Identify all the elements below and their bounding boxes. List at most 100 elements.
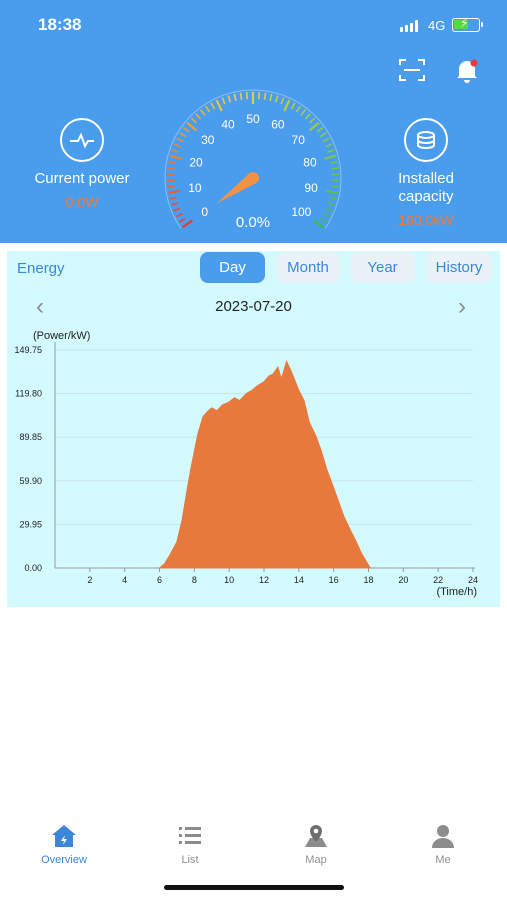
gauge-tick xyxy=(329,196,337,200)
gauge-tick xyxy=(205,105,211,113)
gauge-tick xyxy=(221,97,226,105)
gauge-tick xyxy=(178,217,186,223)
gauge-tick xyxy=(322,137,330,143)
gauge-tick-label: 40 xyxy=(221,118,235,132)
tab-history[interactable]: History xyxy=(426,252,492,283)
current-power-block: Current power 0.0W xyxy=(12,118,152,210)
x-tick-label: 12 xyxy=(259,575,269,585)
user-icon xyxy=(429,823,457,849)
gauge-tick xyxy=(210,102,216,110)
nav-list[interactable]: List xyxy=(140,823,240,866)
gauge-tick xyxy=(331,167,339,170)
nav-label: Me xyxy=(435,854,451,866)
date-label: 2023-07-20 xyxy=(215,298,292,315)
gauge-tick xyxy=(169,196,177,200)
gauge-tick xyxy=(316,127,324,133)
x-tick-label: 6 xyxy=(157,575,162,585)
gauge-tick-label: 100 xyxy=(291,205,311,219)
gauge-tick xyxy=(304,113,311,120)
gauge-tick xyxy=(181,219,194,229)
x-tick-label: 20 xyxy=(398,575,408,585)
tab-day[interactable]: Day xyxy=(200,252,265,283)
scan-icon[interactable] xyxy=(399,58,425,82)
gauge-tick-label: 70 xyxy=(292,133,306,147)
installed-capacity-label: Installed capacity xyxy=(398,170,454,205)
signal-icon xyxy=(400,20,422,32)
nav-me[interactable]: Me xyxy=(393,823,493,866)
gauge-tick xyxy=(200,109,206,116)
notification-dot xyxy=(470,59,478,67)
gauge-tick xyxy=(190,117,197,124)
nav-overview[interactable]: Overview xyxy=(14,823,114,866)
tab-month[interactable]: Month xyxy=(276,252,340,283)
gauge-tick xyxy=(323,212,331,218)
power-gauge: 0 10 20 30 40 50 60 70 80 90 100 xyxy=(164,89,342,229)
gauge-tick-label: 20 xyxy=(189,156,203,170)
current-power-label: Current power xyxy=(34,170,130,187)
gauge-tick xyxy=(327,202,335,206)
gauge-tick xyxy=(325,189,338,195)
x-tick-label: 4 xyxy=(122,575,127,585)
gauge-tick xyxy=(327,149,335,153)
gauge-tick xyxy=(173,143,181,148)
battery-icon: ⚡ xyxy=(452,16,483,32)
gauge-tick xyxy=(176,137,184,143)
gauge-tick xyxy=(173,207,181,212)
x-tick-label: 2 xyxy=(87,575,92,585)
y-tick-label: 119.80 xyxy=(15,389,42,399)
y-axis-label: (Power/kW) xyxy=(33,330,90,342)
home-icon xyxy=(50,823,78,849)
nav-label: Map xyxy=(305,854,327,866)
chevron-left-icon[interactable]: ‹ xyxy=(36,293,44,320)
gauge-tick xyxy=(195,113,202,120)
gauge-tick xyxy=(300,109,306,116)
x-tick-label: 24 xyxy=(468,575,478,585)
x-tick-label: 16 xyxy=(329,575,339,585)
gauge-tick xyxy=(312,219,325,229)
nav-map[interactable]: Map xyxy=(266,823,366,866)
gauge-tick xyxy=(269,93,273,102)
gauge-tick xyxy=(280,97,285,105)
home-indicator xyxy=(164,885,344,890)
gauge-arc xyxy=(164,89,342,229)
current-power-value: 0.0W xyxy=(65,194,99,210)
gauge-tick xyxy=(182,127,190,133)
map-pin-icon xyxy=(302,823,330,849)
x-axis-label: (Time/h) xyxy=(436,586,477,598)
status-bar: 18:38 4G ⚡ xyxy=(0,0,507,50)
bell-icon[interactable] xyxy=(455,58,479,84)
gauge-tick xyxy=(171,202,179,206)
pulse-icon xyxy=(60,118,104,162)
gauge-tick xyxy=(325,143,333,148)
gauge-tick-label: 10 xyxy=(188,181,202,195)
gauge-tick xyxy=(319,132,327,138)
energy-title: Energy xyxy=(17,260,65,277)
gauge-tick xyxy=(274,95,279,103)
gauge-tick-label: 30 xyxy=(201,133,215,147)
gauge-tick xyxy=(179,132,187,138)
gauge-tick xyxy=(171,149,179,153)
gauge-tick xyxy=(169,154,182,160)
database-icon xyxy=(404,118,448,162)
gauge-tick xyxy=(186,121,198,132)
tab-year[interactable]: Year xyxy=(350,252,415,283)
nav-label: Overview xyxy=(41,854,87,866)
gauge-tick xyxy=(283,99,291,112)
gauge-tick-label: 80 xyxy=(303,156,317,170)
x-tick-label: 18 xyxy=(363,575,373,585)
x-tick-label: 8 xyxy=(192,575,197,585)
power-area xyxy=(158,359,371,569)
x-tick-label: 14 xyxy=(294,575,304,585)
gauge-tick xyxy=(175,212,183,218)
energy-panel: Energy Day Month Year History ‹ 2023-07-… xyxy=(7,251,500,607)
gauge-tick xyxy=(167,185,175,188)
gauge-tick xyxy=(167,167,175,170)
chevron-right-icon[interactable]: › xyxy=(458,293,466,320)
y-tick-label: 0.00 xyxy=(24,563,42,573)
gauge-tick xyxy=(320,217,328,223)
y-tick-label: 149.75 xyxy=(14,345,42,355)
gauge-tick-label: 0 xyxy=(201,205,208,219)
gauge-tick xyxy=(233,93,237,102)
installed-capacity-block: Installed capacity 160.0kW xyxy=(356,118,496,228)
